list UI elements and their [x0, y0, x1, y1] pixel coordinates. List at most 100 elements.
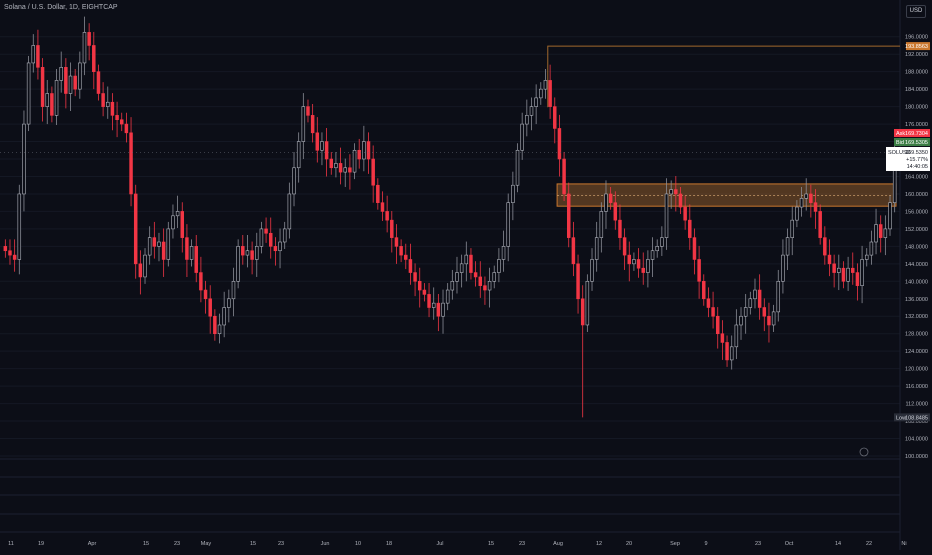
candle-body	[17, 193, 22, 260]
candle-body	[3, 246, 8, 252]
candle-body	[250, 250, 254, 260]
symbol-countdown: 14:40:05	[907, 164, 928, 170]
candle-body	[664, 193, 669, 238]
candle-body	[417, 281, 422, 291]
time-tick-label: 10	[355, 541, 361, 547]
time-axis[interactable]: 11 19 Apr 15 23 May 15 23 Jun 10 18 Jul 15 23 Aug 12 20 S…	[8, 541, 906, 547]
candle-body	[841, 267, 846, 282]
candle-body	[157, 241, 161, 247]
candle-body	[259, 228, 264, 247]
candle-body	[776, 281, 781, 313]
candle-body	[711, 307, 715, 317]
candle-body	[804, 193, 808, 199]
candle-body	[436, 302, 441, 317]
candle-body	[506, 202, 510, 247]
candles[interactable]	[3, 16, 897, 418]
candle-body	[185, 237, 189, 260]
candle-body	[119, 119, 124, 125]
candle-body	[483, 285, 487, 291]
candle-body	[268, 232, 273, 247]
candle-body	[101, 93, 105, 107]
low-badge	[894, 413, 930, 422]
candle-body	[729, 346, 734, 361]
candle-body	[888, 202, 892, 230]
resistance-badge	[906, 42, 930, 51]
candle-body	[348, 167, 352, 173]
candle-body	[68, 75, 73, 94]
candle-body	[580, 298, 585, 326]
candle-body	[147, 237, 152, 256]
candle-body	[525, 115, 529, 125]
candle-body	[54, 80, 59, 116]
low-value: 108.8485	[905, 415, 928, 421]
candle-body	[478, 276, 483, 286]
time-tick-label: Aug	[553, 541, 563, 547]
resistance-badge-label: 193.8563	[905, 44, 928, 50]
price-tick-label: 176.0000	[905, 122, 928, 128]
candle-body	[618, 219, 622, 238]
candle-body	[492, 272, 496, 282]
candle-body	[809, 193, 813, 203]
candle-body	[87, 32, 91, 46]
candle-body	[217, 324, 222, 335]
price-axis[interactable]: 196.0000 192.0000 188.0000 184.0000 180.0000…	[886, 35, 930, 460]
candle-body	[585, 281, 590, 326]
time-tick-label: 14	[835, 541, 841, 547]
time-tick-label: 18	[386, 541, 392, 547]
candle-body	[129, 132, 133, 195]
candle-body	[366, 141, 371, 160]
candle-body	[106, 101, 110, 107]
candle-body	[753, 289, 757, 300]
candle-body	[227, 298, 231, 308]
time-tick-label: 23	[174, 541, 180, 547]
time-tick-label: Jul	[436, 541, 443, 547]
candle-body	[576, 263, 580, 300]
candle-body	[408, 259, 413, 273]
candle-body	[399, 246, 403, 256]
candle-body	[459, 263, 464, 273]
time-tick-label: 19	[38, 541, 44, 547]
candle-body	[557, 128, 562, 160]
candle-body	[702, 281, 706, 300]
candle-body	[161, 241, 166, 260]
candle-body	[175, 211, 180, 217]
candle-body	[869, 241, 874, 256]
price-tick-label: 192.0000	[905, 52, 928, 58]
candle-body	[171, 215, 175, 230]
candle-body	[692, 237, 697, 260]
price-tick-label: 148.0000	[905, 244, 928, 250]
candle-body	[324, 141, 329, 160]
candle-body	[655, 246, 659, 252]
symbol-price-box	[886, 147, 930, 171]
candle-body	[720, 333, 725, 343]
candle-body	[832, 263, 836, 273]
candle-body	[706, 298, 711, 308]
time-tick-label: 22	[866, 541, 872, 547]
candle-body	[278, 241, 282, 252]
candle-body	[762, 307, 767, 317]
candle-body	[334, 163, 338, 169]
price-tick-label: 188.0000	[905, 70, 928, 76]
candle-body	[855, 272, 860, 286]
candle-body	[827, 254, 832, 265]
candle-body	[385, 211, 389, 221]
candle-body	[180, 211, 185, 238]
resistance-line	[547, 45, 900, 108]
currency-button[interactable]: USD	[906, 5, 926, 18]
price-tick-label: 124.0000	[905, 349, 928, 355]
ask-tag: Ask	[896, 131, 905, 137]
candle-body	[22, 123, 26, 195]
candle-body	[208, 298, 212, 317]
candle-body	[771, 311, 776, 326]
candle-body	[441, 302, 445, 317]
candle-body	[115, 115, 119, 121]
candle-body	[59, 67, 63, 81]
time-tick-label: 11	[8, 541, 14, 547]
candle-body	[743, 307, 748, 317]
candle-body	[622, 237, 627, 256]
price-tick-label: 184.0000	[905, 87, 928, 93]
price-tick-label: 108.0000	[905, 419, 928, 425]
candle-body	[64, 67, 68, 94]
